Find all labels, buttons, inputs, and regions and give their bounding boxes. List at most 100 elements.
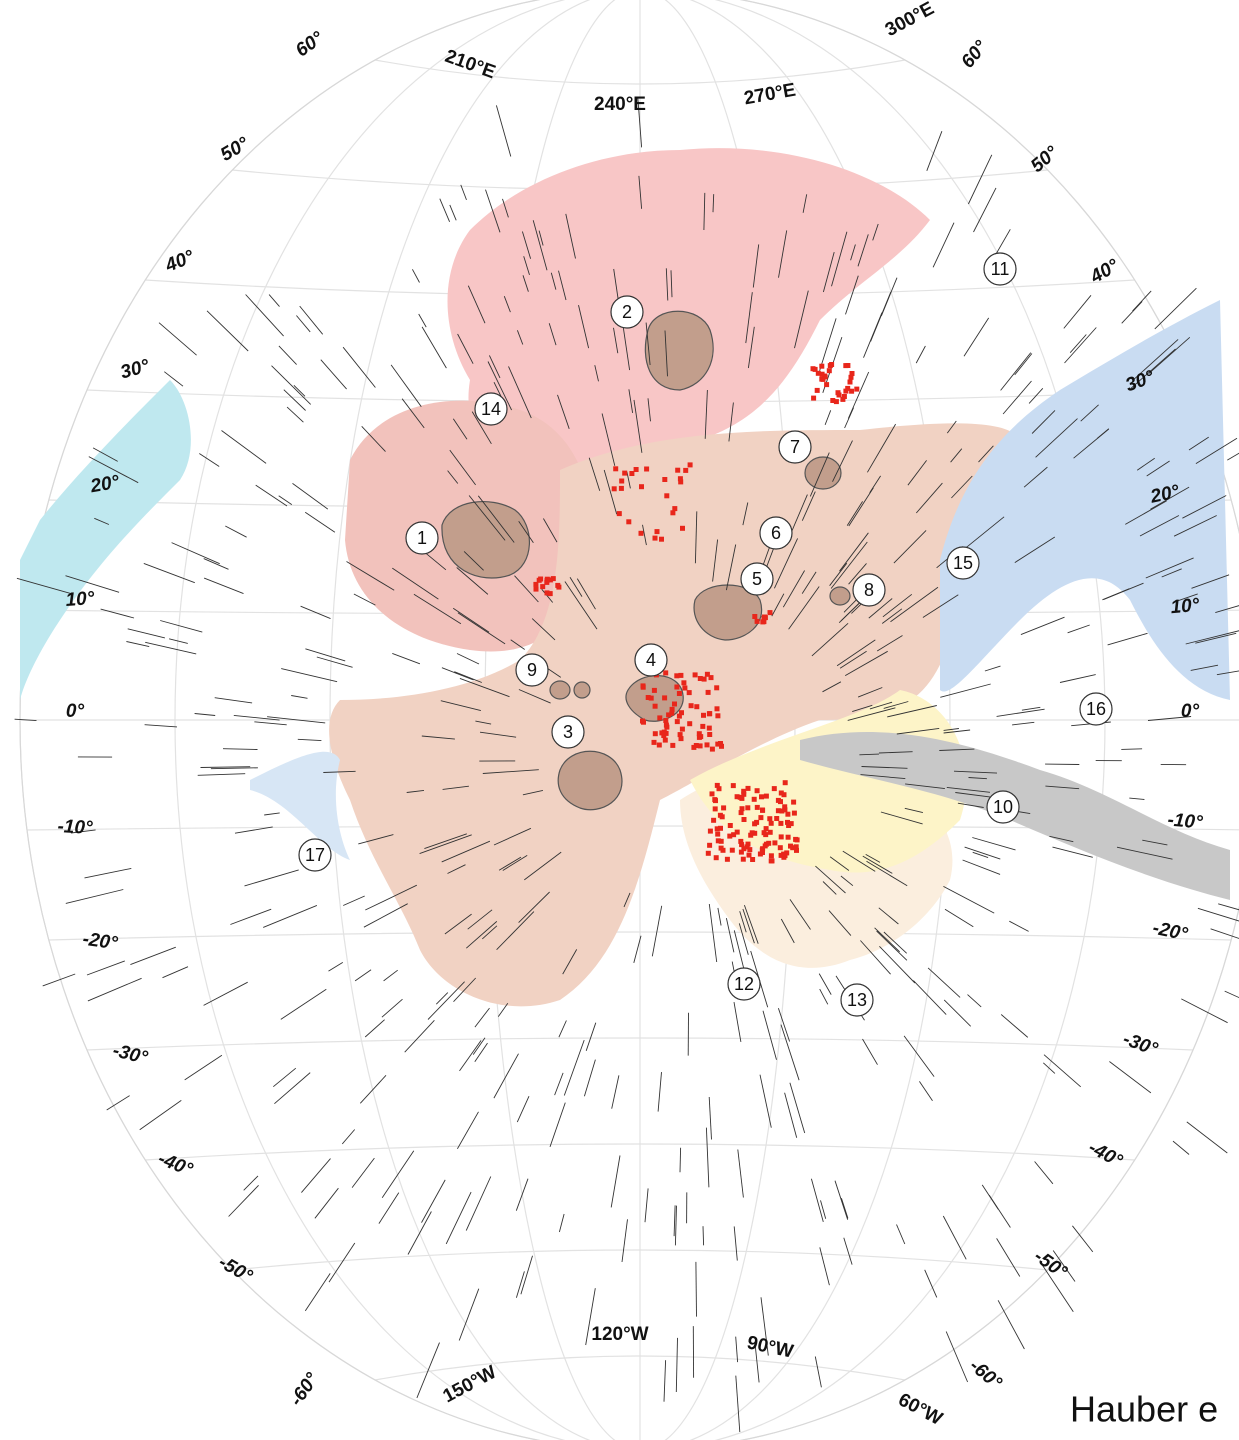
vent [659,537,664,542]
fracture [972,838,1015,850]
volcano [558,751,622,809]
vent [538,577,543,582]
feature-number: 10 [993,797,1013,817]
fracture [144,563,195,582]
vent [653,731,658,736]
fracture [943,886,994,913]
fracture [718,908,721,926]
vent [697,731,702,736]
fracture [195,714,216,716]
fracture [204,982,248,1005]
vent [688,462,693,467]
vent [763,832,768,837]
vent [714,685,719,690]
vent [664,493,669,498]
vent [675,468,680,473]
fracture [215,698,252,703]
vent [782,804,787,809]
vent [666,712,671,717]
vent [700,724,705,729]
map: 60°50°40°30°20°10°0°-10°-20°-30°-40°-50°… [0,0,1239,1440]
latitude-label: 40° [1086,255,1123,288]
fracture [760,1075,771,1128]
vent [710,791,715,796]
fracture [454,672,482,683]
vent [680,727,685,732]
unit-channels-east [940,300,1230,700]
latitude-label: -40° [155,1148,196,1181]
vent [790,845,795,850]
vent [678,476,683,481]
vent [750,857,755,862]
fracture [998,1300,1024,1349]
fracture [263,905,317,927]
vent [617,511,622,516]
vent [639,484,644,489]
fracture [412,269,419,282]
vent [776,798,781,803]
vent [819,377,824,382]
latitude-label: -20° [81,929,119,955]
latitude-label: 50° [217,133,253,166]
vent [735,830,740,835]
longitude-label: 240°E [594,94,646,115]
fracture [140,1100,182,1129]
fracture [315,1188,339,1218]
fracture [298,739,322,740]
fracture [329,1243,355,1282]
vent [662,695,667,700]
vent [747,853,752,858]
vent [742,817,747,822]
fracture [408,1212,431,1255]
fracture [973,852,988,857]
vent [772,840,777,845]
fracture [294,385,305,396]
vent [693,672,698,677]
vent [619,486,624,491]
fracture [559,1214,564,1232]
fracture [645,1188,648,1222]
fracture [204,559,229,570]
fracture [1187,1122,1228,1153]
vent [663,738,668,743]
latitude-label: 60° [292,28,328,62]
fracture [436,993,448,1005]
vent [622,471,627,476]
vent [786,835,791,840]
fracture [317,657,353,667]
fracture [968,155,991,204]
vent [715,706,720,711]
vent [819,364,824,369]
vent [670,510,675,515]
vent [706,690,711,695]
fracture [254,722,286,725]
vent [663,718,668,723]
fracture [355,970,371,981]
vent [715,742,720,747]
vent [792,811,797,816]
vent [712,797,717,802]
fracture [1044,1055,1081,1087]
fracture [145,642,196,654]
vent [781,852,786,857]
fracture [305,512,335,532]
fracture [365,1020,384,1037]
fracture [913,981,946,1015]
vent [836,390,841,395]
vent [540,584,545,589]
fracture [245,870,299,886]
fracture [272,366,311,405]
vent [639,531,644,536]
fracture [1108,633,1148,645]
fracture [763,1011,777,1060]
vent [715,826,720,831]
vent [735,794,740,799]
volcano [805,457,841,489]
fracture [172,543,220,564]
vent [769,821,774,826]
feature-number: 7 [790,437,800,457]
fracture [223,749,258,750]
fracture [496,105,510,156]
vent [752,797,757,802]
vent [778,821,783,826]
